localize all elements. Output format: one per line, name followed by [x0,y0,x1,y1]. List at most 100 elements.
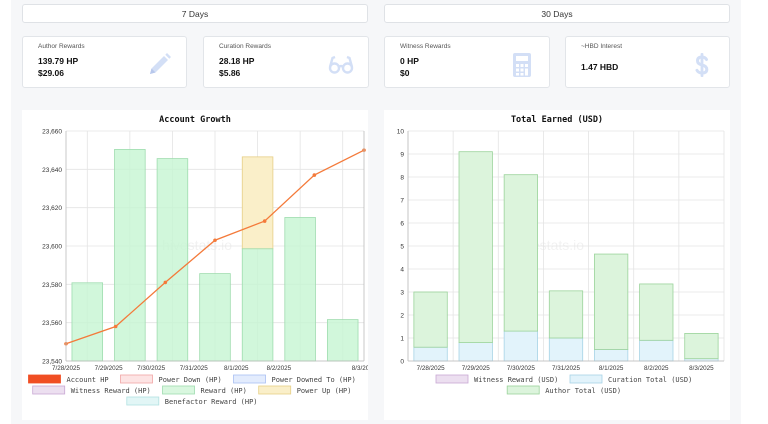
legend-swatch [126,396,160,406]
x-tick-label: 8/1/2025 [599,365,624,372]
legend-swatch [32,385,66,395]
bar-reward [199,273,231,362]
y-tick-label: 7 [400,198,404,205]
legend-swatch [435,374,469,384]
x-tick-label: 7/28/2025 [52,365,81,372]
y-tick-label: 23,620 [42,205,62,212]
card-label: ~HBD Interest [581,43,623,50]
period-30-days-button[interactable]: 30 Days [384,4,730,23]
x-tick-label: 7/29/2025 [462,365,491,372]
legend-label: Power Downed To (HP) [272,376,356,384]
x-tick-label: 7/30/2025 [507,365,536,372]
legend-label: Benefactor Reward (HP) [165,398,258,406]
bar-curation-total [413,346,448,362]
legend-label: Curation Total (USD) [608,376,692,384]
y-tick-label: 5 [400,244,404,251]
y-tick-label: 3 [400,290,404,297]
y-tick-label: 23,540 [42,359,62,366]
legend-swatch [233,374,266,384]
legend-label: Author Total (USD) [545,387,621,395]
y-tick-label: 23,600 [42,244,62,251]
chart-title: Account Growth [159,115,231,125]
card-value-hp: 28.18 HP [219,56,255,66]
legend-swatch [162,385,195,395]
card-value-usd: $5.86 [219,68,241,78]
card-label: Author Rewards [38,43,85,50]
legend-swatch [569,374,603,384]
card-value-hbd: 1.47 HBD [581,62,619,72]
account-hp-point [113,324,118,329]
x-tick-label: 8/3/2025 [352,365,368,372]
bar-author-total [503,174,538,332]
card-value-hp: 139.79 HP [38,56,79,66]
y-tick-label: 8 [400,175,404,182]
bar-reward [71,282,104,362]
x-tick-label: 7/31/2025 [552,365,581,372]
x-tick-label: 7/28/2025 [417,365,446,372]
rewards-page: 7 Days 30 Days Author Rewards 139.79 HP … [11,0,741,424]
legend-swatch [120,374,153,384]
x-tick-label: 8/1/2025 [224,365,249,372]
bar-reward [284,217,316,362]
y-tick-label: 23,580 [42,282,62,289]
legend-label: Power Down (HP) [159,376,222,384]
y-tick-label: 10 [397,129,405,136]
legend-label: Power Up (HP) [297,387,352,395]
bar-author-total [458,151,493,343]
card-value-usd: $0 [400,68,410,78]
hbd-interest-card: ~HBD Interest 1.47 HBD [565,36,730,88]
x-tick-label: 7/29/2025 [95,365,124,372]
bar-reward [114,149,146,362]
card-value-hp: 0 HP [400,56,419,66]
bar-curation-total [639,339,674,362]
legend-swatch [506,385,540,395]
bar-reward [241,248,274,362]
x-tick-label: 7/31/2025 [180,365,209,372]
bar-author-total [548,290,584,339]
legend-swatch [258,385,292,395]
y-tick-label: 9 [400,152,404,159]
y-tick-label: 6 [400,221,404,228]
x-tick-label: 8/2/2025 [267,365,292,372]
bar-author-total [413,291,448,348]
legend-label: Account HP [67,376,109,384]
bar-author-total [639,283,674,341]
author-rewards-card: Author Rewards 139.79 HP $29.06 [22,36,187,88]
card-value-usd: $29.06 [38,68,64,78]
bar-author-total [684,332,719,360]
y-tick-label: 0 [400,359,404,366]
bar-reward [156,158,189,362]
y-tick-label: 1 [400,336,404,343]
account-hp-point [312,173,317,177]
y-tick-label: 2 [400,313,404,320]
bar-reward [326,319,359,362]
bar-author-total [594,253,629,350]
bar-curation-total [503,330,538,362]
legend-swatch [28,374,61,384]
y-tick-label: 4 [400,267,404,274]
y-tick-label: 23,560 [42,320,62,327]
y-tick-label: 23,660 [42,129,62,136]
account-hp-point [163,280,168,285]
bar-power-up [241,156,274,250]
witness-rewards-card: Witness Rewards 0 HP $0 [384,36,550,88]
account-hp-point [262,219,267,223]
legend-label: Witness Reward (USD) [474,376,558,384]
curation-rewards-card: Curation Rewards 28.18 HP $5.86 [203,36,369,88]
account-hp-point [213,238,217,243]
glasses-icon [328,55,354,74]
bar-curation-total [458,342,493,362]
y-tick-label: 23,640 [42,167,62,174]
x-tick-label: 8/3/2025 [689,365,714,372]
account-growth-chart: Account Growth hivestats.io 23,540 23,560… [22,110,380,420]
legend-label: Reward (HP) [201,387,247,395]
dollar-icon [695,53,709,77]
x-tick-label: 8/2/2025 [644,365,669,372]
period-7-days-button[interactable]: 7 Days [22,4,368,23]
legend-label: Witness Reward (HP) [71,387,151,395]
calculator-icon [513,53,531,77]
pencil-icon [150,53,171,74]
x-tick-label: 7/30/2025 [137,365,166,372]
